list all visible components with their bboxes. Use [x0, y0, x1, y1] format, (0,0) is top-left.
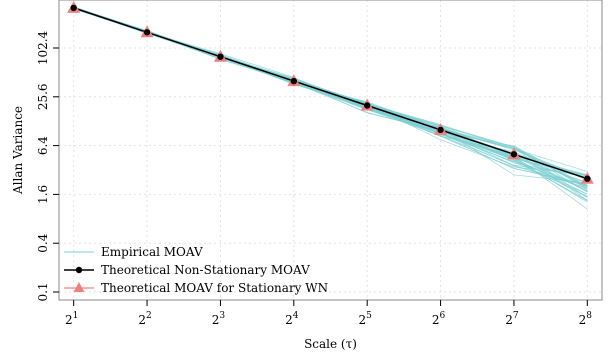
y-tick-label: 0.1 — [36, 282, 50, 301]
x-tick-label: 23 — [212, 311, 226, 327]
x-tick-label: 26 — [432, 311, 446, 327]
x-tick-label: 24 — [285, 311, 299, 327]
non-stationary-marker — [363, 102, 371, 109]
non-stationary-marker — [510, 151, 518, 158]
y-tick-label: 0.4 — [36, 233, 50, 252]
legend-label: Theoretical MOAV for Stationary WN — [101, 281, 328, 295]
x-tick-label: 25 — [359, 311, 373, 327]
non-stationary-marker — [143, 29, 151, 36]
x-tick-label: 28 — [579, 311, 593, 327]
empirical-line — [73, 8, 588, 201]
legend-label: Theoretical Non-Stationary MOAV — [101, 263, 310, 277]
y-tick-label: 25.6 — [36, 83, 50, 110]
y-tick-label: 6.4 — [36, 136, 50, 155]
series-theoretical — [67, 0, 594, 184]
non-stationary-line — [73, 7, 588, 180]
x-axis-title: Scale (τ) — [304, 337, 357, 351]
non-stationary-marker — [70, 4, 77, 12]
non-stationary-marker — [290, 77, 298, 85]
non-stationary-marker — [217, 53, 224, 60]
x-tick-label: 21 — [65, 311, 78, 327]
non-stationary-marker — [437, 126, 444, 134]
x-tick-label: 27 — [505, 311, 519, 327]
legend-marker-stationary-wn — [73, 282, 85, 292]
empirical-line — [73, 7, 588, 186]
y-tick-label: 1.6 — [36, 185, 50, 204]
y-tick-label: 102.4 — [36, 30, 50, 65]
x-tick-label: 22 — [138, 311, 151, 327]
plot-frame — [58, 0, 603, 301]
legend: Empirical MOAV Theoretical Non-Stationary… — [64, 245, 328, 295]
legend-marker-non-stationary — [75, 266, 83, 274]
y-axis-title: Allan Variance — [11, 106, 25, 195]
axes: 21 22 23 24 25 26 27 28 0.1 0.4 1.6 6.4 25.6 102.4 — [36, 30, 592, 327]
non-stationary-marker — [584, 175, 591, 182]
legend-label: Empirical MOAV — [101, 245, 203, 259]
